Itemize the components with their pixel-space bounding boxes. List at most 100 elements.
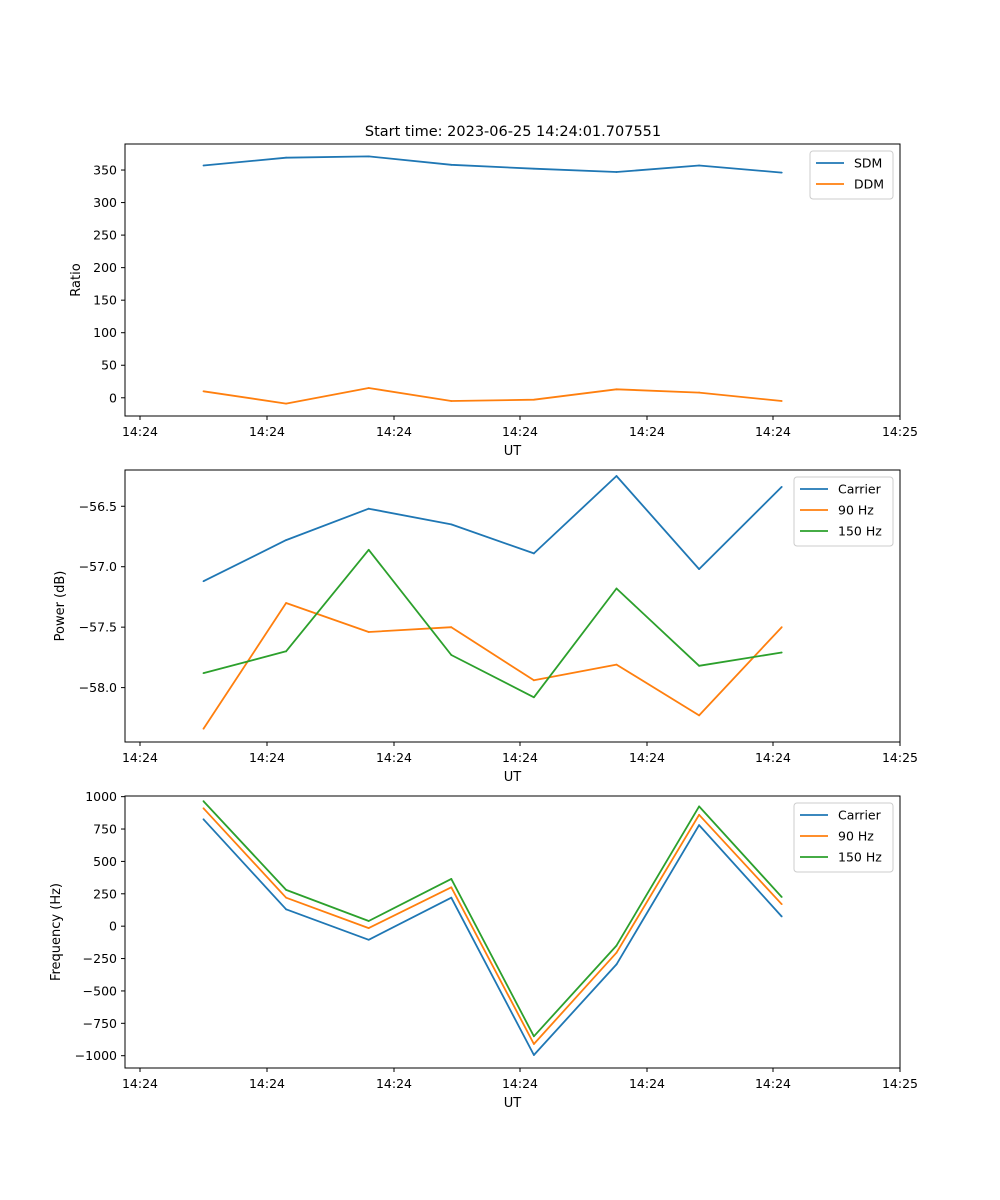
legend-label: Carrier [838, 482, 882, 497]
y-tick-label: 750 [93, 822, 117, 837]
series-line-carrier [202, 818, 783, 1056]
legend-box [793, 476, 894, 547]
data-point [285, 539, 287, 542]
data-point [202, 164, 205, 167]
x-tick-label: 14:24 [755, 1076, 791, 1091]
data-point [780, 171, 783, 174]
series-line-150-hz [203, 548, 782, 699]
data-point [780, 651, 783, 654]
y-tick-label: 250 [93, 228, 117, 243]
y-tick-label: 100 [93, 325, 117, 340]
x-tick-label: 14:24 [249, 750, 285, 765]
data-point [533, 552, 535, 555]
data-point [615, 951, 618, 954]
x-tick-label: 14:24 [376, 1076, 412, 1091]
data-point [367, 631, 370, 633]
data-point [533, 1043, 535, 1045]
figure-title: Start time: 2023-06-25 14:24:01.707551 [365, 124, 661, 140]
series-line-carrier [203, 475, 783, 583]
data-point [615, 388, 618, 391]
data-point [450, 877, 453, 880]
x-tick-label: 14:24 [629, 750, 665, 765]
series-line-ddm [203, 387, 782, 405]
data-point [533, 398, 535, 401]
y-axis-label: Power (dB) [53, 571, 68, 642]
data-point [202, 390, 205, 393]
y-tick-label: −250 [83, 951, 117, 966]
data-point [450, 654, 453, 656]
legend-box [793, 802, 894, 873]
data-point [202, 727, 205, 730]
data-point [367, 920, 370, 922]
y-tick-label: 350 [93, 163, 117, 178]
data-point [698, 164, 700, 167]
y-tick-label: 250 [93, 886, 117, 901]
x-tick-label: 14:24 [502, 750, 538, 765]
data-point [450, 400, 453, 402]
y-axis-label: Ratio [69, 263, 84, 296]
data-point [615, 663, 618, 666]
x-tick-label: 14:25 [882, 424, 918, 439]
data-point [615, 171, 618, 173]
axes-frame [124, 795, 901, 1069]
data-point [202, 800, 205, 803]
data-point [285, 650, 287, 653]
x-axis-label: UT [504, 444, 522, 459]
data-point [780, 486, 783, 488]
data-point [450, 626, 453, 629]
data-point [533, 1035, 535, 1038]
legend-label: 150 Hz [838, 524, 882, 539]
data-point [367, 387, 370, 389]
x-tick-label: 14:24 [122, 424, 158, 439]
data-point [450, 163, 453, 166]
data-point [202, 807, 205, 810]
y-tick-label: 300 [93, 195, 117, 210]
legend-label: 90 Hz [838, 829, 874, 844]
x-tick-label: 14:24 [502, 424, 538, 439]
data-point [698, 568, 700, 571]
data-point [533, 167, 535, 170]
data-point [615, 963, 618, 966]
legend: SDM DDM [809, 150, 894, 200]
axes-frame [124, 469, 901, 743]
data-point [285, 156, 287, 159]
legend: Carrier 90 Hz 150 Hz [793, 802, 894, 873]
x-tick-label: 14:24 [122, 1076, 158, 1091]
data-point [450, 523, 453, 526]
series-line-150-hz [202, 800, 783, 1038]
x-tick-label: 14:24 [249, 1076, 285, 1091]
legend-label: DDM [854, 177, 884, 192]
x-tick-label: 14:24 [376, 750, 412, 765]
series-line-sdm [203, 155, 782, 174]
y-tick-label: 1000 [85, 789, 117, 804]
data-point [533, 1054, 535, 1056]
x-tick-label: 14:24 [376, 424, 412, 439]
y-axis-label: Frequency (Hz) [49, 883, 64, 981]
x-tick-label: 14:24 [122, 750, 158, 765]
data-point [698, 805, 700, 808]
data-point [533, 679, 535, 682]
y-tick-label: −57.5 [79, 620, 117, 635]
data-point [780, 400, 783, 402]
data-point [202, 818, 205, 821]
data-point [202, 580, 205, 583]
y-tick-label: 150 [93, 293, 117, 308]
data-point [450, 886, 453, 889]
x-axis-label: UT [504, 1096, 522, 1111]
data-point [615, 475, 618, 477]
data-point [367, 155, 370, 158]
data-point [533, 696, 535, 699]
data-point [367, 927, 370, 930]
data-point [285, 602, 287, 604]
y-tick-label: 200 [93, 260, 117, 275]
data-point [698, 391, 700, 394]
data-point [285, 896, 287, 899]
x-tick-label: 14:25 [882, 750, 918, 765]
y-tick-label: −57.0 [79, 559, 117, 574]
y-tick-label: −1000 [75, 1048, 117, 1063]
legend-label: 150 Hz [838, 850, 882, 865]
data-point [367, 938, 370, 941]
data-point [285, 402, 287, 405]
x-axis-label: UT [504, 770, 522, 785]
